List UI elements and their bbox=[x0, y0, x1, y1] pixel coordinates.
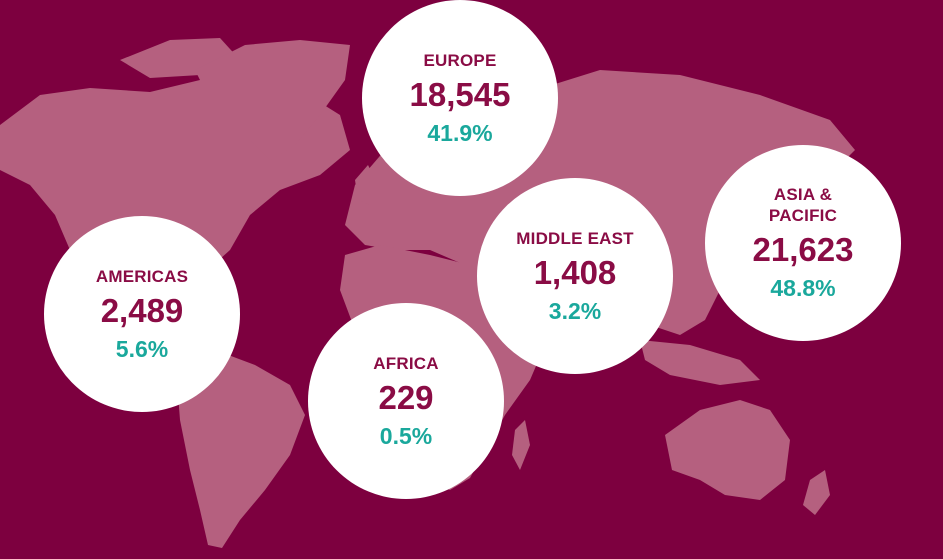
middle-east-value: 1,408 bbox=[533, 253, 617, 291]
middle-east-region-name: MIDDLE EAST bbox=[516, 228, 634, 248]
europe-bubble: EUROPE 18,545 41.9% bbox=[362, 0, 558, 196]
asia-pacific-region-name: ASIA & PACIFIC bbox=[768, 185, 838, 225]
asia-pacific-bubble: ASIA & PACIFIC 21,623 48.8% bbox=[705, 145, 901, 341]
americas-bubble: AMERICAS 2,489 5.6% bbox=[44, 216, 240, 412]
middle-east-percent: 3.2% bbox=[548, 297, 602, 324]
africa-region-name: AFRICA bbox=[373, 353, 439, 373]
south-america bbox=[175, 350, 305, 548]
africa-bubble: AFRICA 229 0.5% bbox=[308, 303, 504, 499]
asia-pacific-value: 21,623 bbox=[752, 231, 854, 268]
africa-percent: 0.5% bbox=[379, 422, 433, 449]
europe-percent: 41.9% bbox=[427, 119, 493, 146]
americas-region-name: AMERICAS bbox=[95, 266, 189, 286]
greenland bbox=[195, 40, 350, 160]
africa-value: 229 bbox=[378, 378, 434, 416]
southeast-asia-islands bbox=[640, 340, 760, 385]
new-zealand bbox=[803, 470, 830, 515]
asia-pacific-percent: 48.8% bbox=[770, 275, 836, 301]
british-isles bbox=[355, 165, 378, 205]
americas-percent: 5.6% bbox=[115, 335, 169, 362]
europe-value: 18,545 bbox=[409, 75, 511, 113]
americas-value: 2,489 bbox=[100, 291, 184, 329]
middle-east-bubble: MIDDLE EAST 1,408 3.2% bbox=[477, 178, 673, 374]
europe-region-name: EUROPE bbox=[423, 50, 497, 70]
madagascar bbox=[512, 420, 530, 470]
australia bbox=[665, 400, 790, 500]
